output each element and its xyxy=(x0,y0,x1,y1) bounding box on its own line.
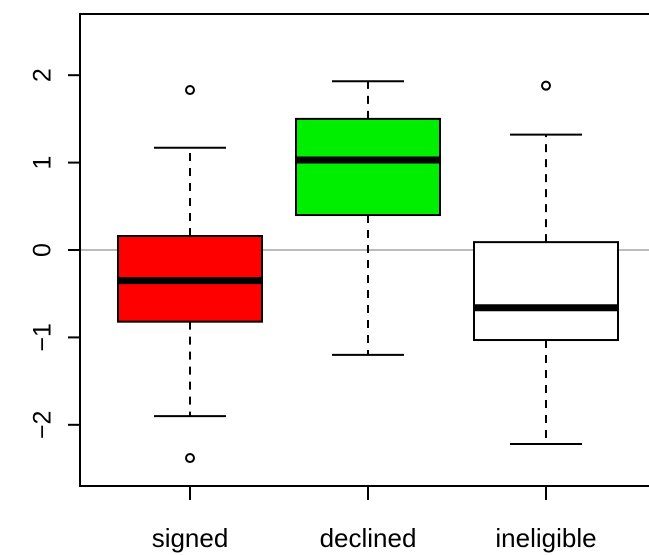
iqr-box xyxy=(295,117,441,217)
box-declined xyxy=(295,80,441,356)
box-signed xyxy=(117,85,263,464)
y-tick-label: 1 xyxy=(29,156,57,170)
x-tick-label: declined xyxy=(320,523,417,553)
y-tick-label: 2 xyxy=(29,68,57,82)
outlier-point xyxy=(185,85,195,96)
y-axis: −2 −1 0 1 2 xyxy=(29,68,81,440)
y-tick-label: −1 xyxy=(29,323,57,352)
x-tick-label: signed xyxy=(152,523,229,553)
boxes-layer xyxy=(117,80,619,464)
x-tick-label: ineligible xyxy=(495,523,596,553)
x-axis: signed declined ineligible xyxy=(152,486,597,553)
y-tick-label: −2 xyxy=(29,411,57,440)
iqr-box xyxy=(473,241,619,342)
outlier-point xyxy=(541,80,551,91)
box-ineligible xyxy=(473,80,619,446)
y-tick-label: 0 xyxy=(29,243,57,257)
outlier-point xyxy=(185,453,195,464)
